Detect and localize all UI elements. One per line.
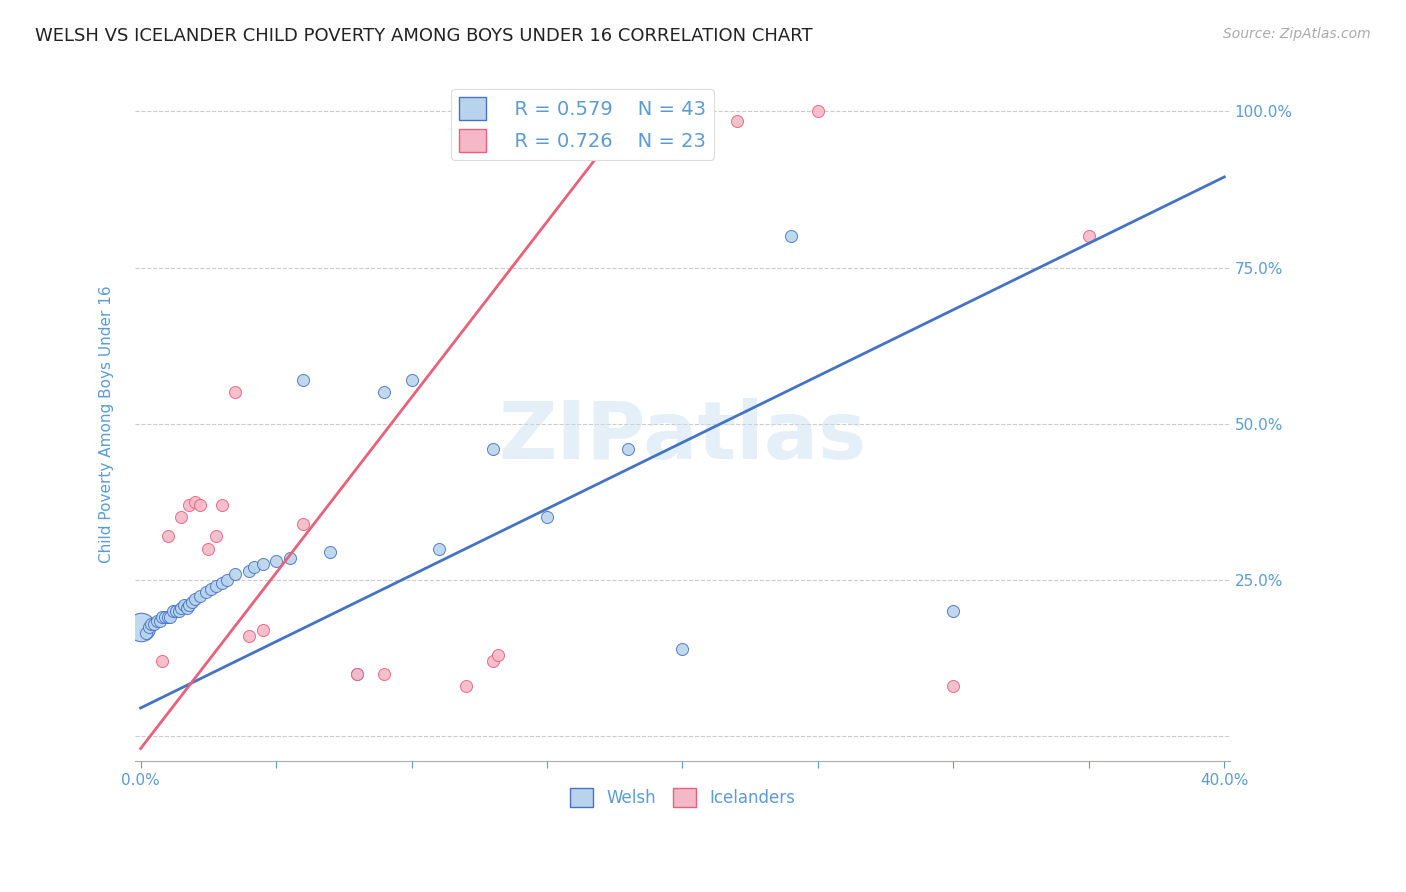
- Point: [205, 579, 228, 593]
- Point: [427, 541, 450, 556]
- Point: [197, 541, 219, 556]
- Point: [170, 601, 193, 615]
- Point: [252, 623, 274, 637]
- Point: [184, 495, 207, 509]
- Point: [138, 620, 160, 634]
- Point: [252, 558, 274, 572]
- Point: [725, 113, 748, 128]
- Point: [278, 551, 301, 566]
- Point: [243, 560, 266, 574]
- Point: [170, 510, 193, 524]
- Point: [150, 610, 173, 624]
- Point: [779, 229, 801, 244]
- Point: [176, 601, 198, 615]
- Point: [292, 373, 315, 387]
- Point: [671, 641, 693, 656]
- Point: [179, 598, 201, 612]
- Point: [482, 654, 505, 668]
- Point: [346, 666, 368, 681]
- Point: [162, 604, 184, 618]
- Point: [373, 385, 395, 400]
- Legend: Welsh, Icelanders: Welsh, Icelanders: [562, 780, 801, 814]
- Point: [617, 442, 640, 456]
- Point: [536, 510, 558, 524]
- Text: WELSH VS ICELANDER CHILD POVERTY AMONG BOYS UNDER 16 CORRELATION CHART: WELSH VS ICELANDER CHILD POVERTY AMONG B…: [35, 27, 813, 45]
- Point: [194, 585, 217, 599]
- Point: [143, 616, 166, 631]
- Point: [167, 604, 190, 618]
- Text: ZIPatlas: ZIPatlas: [498, 398, 866, 476]
- Point: [200, 582, 222, 597]
- Point: [486, 648, 509, 662]
- Point: [181, 595, 204, 609]
- Point: [942, 679, 965, 693]
- Point: [807, 104, 830, 119]
- Point: [188, 589, 211, 603]
- Point: [135, 626, 157, 640]
- Point: [319, 545, 342, 559]
- Point: [188, 498, 211, 512]
- Point: [292, 516, 315, 531]
- Point: [159, 610, 181, 624]
- Point: [482, 442, 505, 456]
- Point: [1077, 229, 1099, 244]
- Point: [238, 629, 260, 643]
- Point: [238, 564, 260, 578]
- Point: [179, 498, 201, 512]
- Point: [942, 604, 965, 618]
- Point: [150, 654, 173, 668]
- Point: [173, 598, 195, 612]
- Point: [373, 666, 395, 681]
- Point: [165, 604, 187, 618]
- Point: [156, 610, 179, 624]
- Point: [211, 576, 233, 591]
- Point: [217, 573, 239, 587]
- Point: [401, 373, 423, 387]
- Point: [224, 385, 246, 400]
- Point: [153, 610, 176, 624]
- Point: [346, 666, 368, 681]
- Point: [129, 620, 152, 634]
- Point: [148, 614, 170, 628]
- Point: [536, 113, 558, 128]
- Point: [264, 554, 287, 568]
- Point: [156, 529, 179, 543]
- Y-axis label: Child Poverty Among Boys Under 16: Child Poverty Among Boys Under 16: [100, 285, 114, 563]
- Point: [454, 679, 477, 693]
- Text: Source: ZipAtlas.com: Source: ZipAtlas.com: [1223, 27, 1371, 41]
- Point: [184, 591, 207, 606]
- Point: [205, 529, 228, 543]
- Point: [146, 614, 169, 628]
- Point: [141, 616, 163, 631]
- Point: [211, 498, 233, 512]
- Point: [224, 566, 246, 581]
